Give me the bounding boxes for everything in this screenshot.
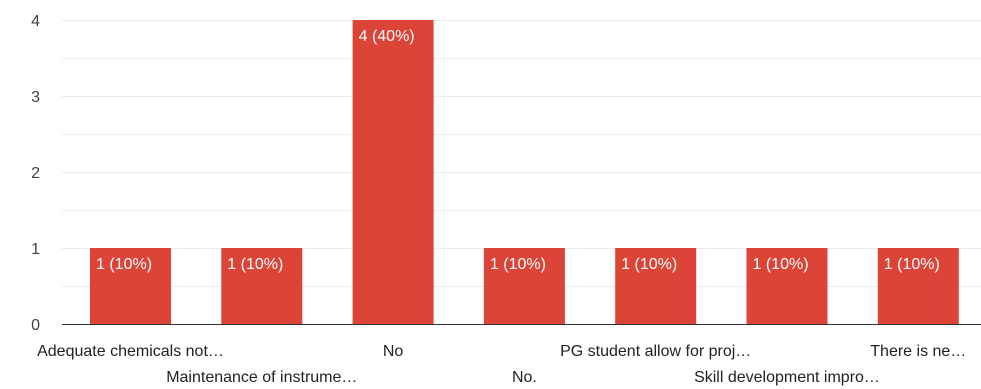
bar	[877, 248, 959, 324]
gridlines	[62, 20, 981, 287]
bar-data-label: 1 (10%)	[227, 256, 283, 273]
x-category-label: Skill development impro…	[694, 369, 880, 386]
bar-data-label: 1 (10%)	[753, 256, 809, 273]
bars	[90, 20, 959, 324]
y-tick-label: 4	[31, 13, 40, 30]
bar-data-label: 1 (10%)	[884, 256, 940, 273]
bar-data-label: 1 (10%)	[490, 256, 546, 273]
bar	[221, 248, 303, 324]
bar	[483, 248, 565, 324]
bar	[352, 20, 434, 324]
x-category-label: There is ne…	[870, 343, 966, 360]
x-category-label: PG student allow for proj…	[560, 343, 751, 360]
bar-data-label: 1 (10%)	[96, 256, 152, 273]
x-category-label: Adequate chemicals not…	[37, 343, 224, 360]
x-axis-categories: Adequate chemicals not… Maintenance of in…	[37, 343, 966, 386]
bar	[615, 248, 697, 324]
data-labels: 1 (10%) 1 (10%) 4 (40%) 1 (10%) 1 (10%) 1 (10…	[96, 28, 940, 273]
y-tick-label: 3	[31, 89, 40, 106]
y-tick-label: 1	[31, 241, 40, 258]
x-category-label: No.	[512, 369, 537, 386]
y-tick-label: 2	[31, 165, 40, 182]
bar-data-label: 1 (10%)	[621, 256, 677, 273]
x-category-label: No	[383, 343, 404, 360]
y-tick-label: 0	[31, 317, 40, 334]
bar	[746, 248, 828, 324]
y-axis-ticks: 0 1 2 3 4	[31, 13, 40, 334]
bar-data-label: 4 (40%)	[359, 28, 415, 45]
x-category-label: Maintenance of instrume…	[166, 369, 357, 386]
bar	[90, 248, 171, 324]
